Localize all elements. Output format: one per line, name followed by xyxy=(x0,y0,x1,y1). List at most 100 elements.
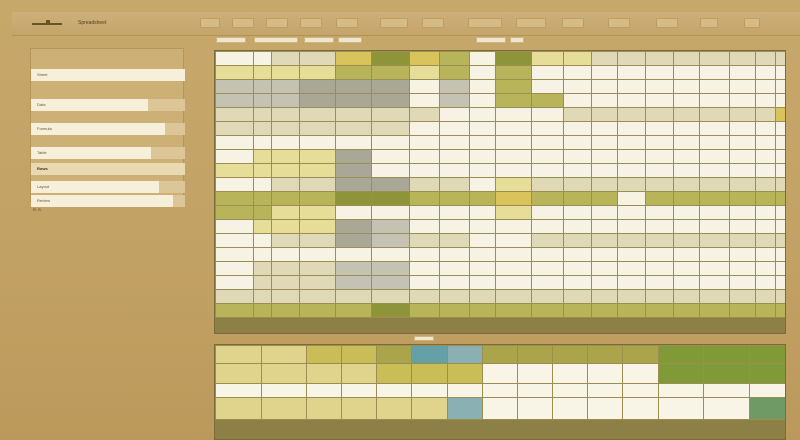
grid-cell[interactable] xyxy=(673,121,700,136)
nav-item[interactable]: Formula xyxy=(31,123,185,135)
grid-cell[interactable] xyxy=(755,219,776,234)
grid-cell[interactable] xyxy=(299,121,336,136)
grid-cell[interactable] xyxy=(591,177,618,192)
grid-cell[interactable] xyxy=(699,191,730,206)
grid-cell[interactable] xyxy=(591,247,618,262)
grid-cell[interactable] xyxy=(299,93,336,108)
grid-cell[interactable] xyxy=(729,303,756,318)
grid-cell[interactable] xyxy=(299,261,336,276)
grid-cell[interactable] xyxy=(591,233,618,248)
grid-cell[interactable] xyxy=(531,121,564,136)
nav-item[interactable]: Rows xyxy=(31,163,185,175)
grid-cell[interactable] xyxy=(439,205,470,220)
grid-cell[interactable] xyxy=(729,205,756,220)
grid-cell[interactable] xyxy=(299,51,336,66)
grid-cell[interactable] xyxy=(617,163,646,178)
grid-cell[interactable] xyxy=(563,135,592,150)
grid-cell[interactable] xyxy=(699,219,730,234)
grid-cell[interactable] xyxy=(775,107,785,122)
toolbar-button[interactable] xyxy=(336,18,358,28)
grid-cell[interactable] xyxy=(645,135,674,150)
grid-cell[interactable] xyxy=(409,135,440,150)
grid-cell[interactable] xyxy=(469,121,496,136)
summary-cell[interactable] xyxy=(657,345,705,364)
grid-cell[interactable] xyxy=(299,289,336,304)
grid-cell[interactable] xyxy=(617,51,646,66)
grid-cell[interactable] xyxy=(299,107,336,122)
summary-cell[interactable] xyxy=(305,383,343,398)
summary-cell[interactable] xyxy=(376,363,413,384)
grid-cell[interactable] xyxy=(673,219,700,234)
grid-cell[interactable] xyxy=(335,79,372,94)
summary-cell[interactable] xyxy=(341,345,378,364)
grid-cell[interactable] xyxy=(531,191,564,206)
grid-cell[interactable] xyxy=(299,79,336,94)
grid-cell[interactable] xyxy=(335,303,372,318)
grid-cell[interactable] xyxy=(755,51,776,66)
grid-cell[interactable] xyxy=(673,303,700,318)
grid-cell[interactable] xyxy=(531,177,564,192)
grid-cell[interactable] xyxy=(495,233,532,248)
grid-cell[interactable] xyxy=(495,107,532,122)
grid-cell[interactable] xyxy=(755,275,776,290)
grid-cell[interactable] xyxy=(645,303,674,318)
grid-cell[interactable] xyxy=(469,107,496,122)
grid-cell[interactable] xyxy=(531,303,564,318)
toolbar-button[interactable] xyxy=(422,18,444,28)
grid-cell[interactable] xyxy=(371,65,410,80)
grid-cell[interactable] xyxy=(495,275,532,290)
grid-cell[interactable] xyxy=(439,149,470,164)
grid-cell[interactable] xyxy=(755,247,776,262)
grid-cell[interactable] xyxy=(645,51,674,66)
summary-cell[interactable] xyxy=(748,397,785,420)
summary-cell[interactable] xyxy=(657,383,705,398)
grid-cell[interactable] xyxy=(299,191,336,206)
grid-cell[interactable] xyxy=(495,135,532,150)
nav-item[interactable]: Layout xyxy=(31,181,185,193)
grid-cell[interactable] xyxy=(699,121,730,136)
grid-cell[interactable] xyxy=(495,219,532,234)
grid-cell[interactable] xyxy=(215,135,254,150)
grid-cell[interactable] xyxy=(335,163,372,178)
grid-cell[interactable] xyxy=(469,79,496,94)
summary-cell[interactable] xyxy=(341,363,378,384)
grid-cell[interactable] xyxy=(371,303,410,318)
grid-cell[interactable] xyxy=(371,205,410,220)
grid-cell[interactable] xyxy=(371,261,410,276)
grid-cell[interactable] xyxy=(531,219,564,234)
grid-cell[interactable] xyxy=(469,149,496,164)
grid-cell[interactable] xyxy=(271,135,300,150)
grid-cell[interactable] xyxy=(563,93,592,108)
grid-cell[interactable] xyxy=(371,79,410,94)
grid-cell[interactable] xyxy=(591,65,618,80)
grid-cell[interactable] xyxy=(755,289,776,304)
grid-cell[interactable] xyxy=(439,261,470,276)
grid-cell[interactable] xyxy=(439,275,470,290)
grid-cell[interactable] xyxy=(409,65,440,80)
grid-cell[interactable] xyxy=(775,79,785,94)
toolbar-button[interactable] xyxy=(608,18,630,28)
grid-cell[interactable] xyxy=(409,205,440,220)
grid-cell[interactable] xyxy=(673,247,700,262)
grid-cell[interactable] xyxy=(215,191,254,206)
grid-cell[interactable] xyxy=(371,121,410,136)
summary-cell[interactable] xyxy=(215,363,262,384)
grid-cell[interactable] xyxy=(335,121,372,136)
summary-cell[interactable] xyxy=(516,383,554,398)
grid-cell[interactable] xyxy=(673,233,700,248)
grid-cell[interactable] xyxy=(271,219,300,234)
summary-cell[interactable] xyxy=(587,397,624,420)
grid-cell[interactable] xyxy=(253,219,272,234)
grid-cell[interactable] xyxy=(775,275,785,290)
grid-cell[interactable] xyxy=(409,149,440,164)
toolbar-button[interactable] xyxy=(700,18,718,28)
grid-cell[interactable] xyxy=(271,65,300,80)
grid-cell[interactable] xyxy=(617,79,646,94)
grid-cell[interactable] xyxy=(729,289,756,304)
grid-cell[interactable] xyxy=(591,135,618,150)
toolbar-button[interactable] xyxy=(656,18,678,28)
ribbon-button[interactable] xyxy=(510,37,524,43)
grid-cell[interactable] xyxy=(729,107,756,122)
grid-cell[interactable] xyxy=(775,303,785,318)
grid-cell[interactable] xyxy=(271,233,300,248)
